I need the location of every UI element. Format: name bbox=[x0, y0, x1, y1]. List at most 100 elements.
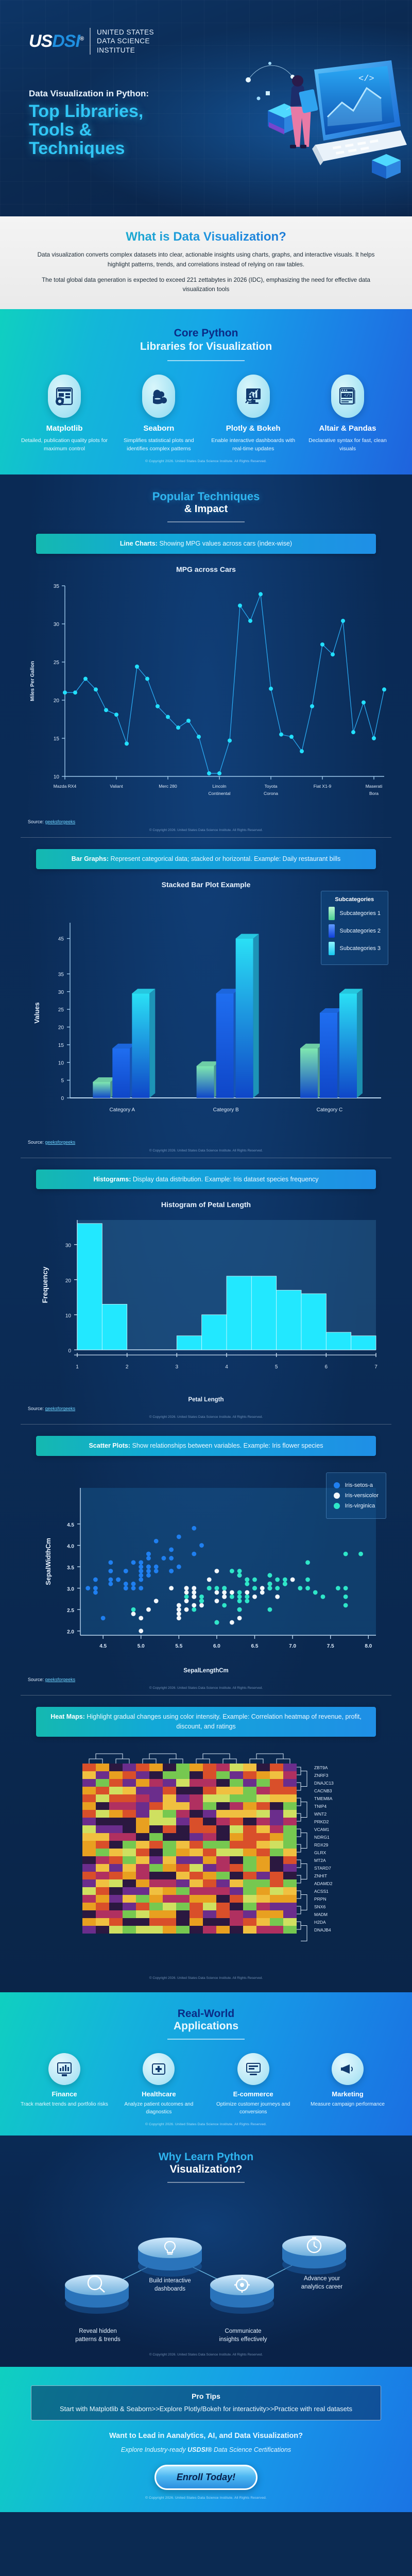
svg-text:H2DA: H2DA bbox=[314, 1920, 326, 1925]
histogram-svg: 0 10 20 30 1 2 3 4 5 6 7 Frequency bbox=[41, 1220, 377, 1370]
scatter-container: Iris-setos-a Iris-versicolor Iris-virgin… bbox=[21, 1467, 391, 1682]
legend-item[interactable]: Subcategories 1 bbox=[328, 906, 381, 920]
heat-maps-band-text: Highlight gradual changes using color in… bbox=[84, 1713, 362, 1730]
healthcare-icon bbox=[143, 2053, 175, 2085]
application-card-healthcare: Healthcare Analyze patient outcomes and … bbox=[115, 2053, 202, 2116]
legend-item[interactable]: Iris-setos-a bbox=[333, 1482, 379, 1489]
application-desc: Optimize customer journeys and conversio… bbox=[216, 2101, 290, 2115]
svg-text:5.0: 5.0 bbox=[138, 1643, 145, 1649]
svg-text:5.5: 5.5 bbox=[175, 1643, 182, 1649]
svg-text:SepalWidthCm: SepalWidthCm bbox=[44, 1538, 52, 1585]
why-heading-line-1: Why Learn Python bbox=[158, 2150, 254, 2163]
why-node-label-2: Build interactive dashboards bbox=[131, 2277, 209, 2293]
svg-text:Frequency: Frequency bbox=[41, 1267, 49, 1303]
library-card-row: Matplotlib Detailed, publication quality… bbox=[21, 374, 391, 454]
pro-tips-box: Pro Tips Start with Matplotlib & Seaborn… bbox=[31, 2385, 381, 2421]
copyright-notice: © Copyright 2026. United States Data Sci… bbox=[149, 828, 263, 832]
source-label: Source: bbox=[28, 819, 44, 824]
scatter-svg: 2.0 2.5 3.0 3.5 4.0 4.5 4.5 5.0 5.5 6.0 6.5 7.0 7.5 8… bbox=[44, 1488, 376, 1649]
cta-subtext: Explore Industry-ready USDSI® Data Scien… bbox=[31, 2446, 381, 2453]
cta-sub-c: Data Science Certifications bbox=[212, 2446, 291, 2454]
source-link[interactable]: geeksforgeeks bbox=[45, 1406, 76, 1412]
pro-tips-text: Start with Matplotlib & Seaborn>>Explore… bbox=[60, 2404, 352, 2413]
histograms-band: Histograms: Display data distribution. E… bbox=[36, 1169, 376, 1190]
svg-text:</>: </> bbox=[358, 74, 374, 84]
core-libraries-section: Core Python Libraries for Visualization … bbox=[0, 309, 412, 475]
cta-question: Want to Lead in Aanalytics, AI, and Data… bbox=[109, 2432, 303, 2441]
legend-label: Subcategories 2 bbox=[339, 927, 381, 934]
svg-text:30: 30 bbox=[65, 1243, 72, 1249]
library-card-seaborn: Seaborn Simplifies statistical plots and… bbox=[115, 374, 202, 454]
svg-text:</>: </> bbox=[344, 394, 352, 398]
real-world-applications-section: Real-World Applications Finance Track ma… bbox=[0, 1992, 412, 2136]
applications-heading-line-2: Applications bbox=[173, 2020, 238, 2032]
application-name: Healthcare bbox=[142, 2090, 176, 2098]
database-cloud-icon bbox=[142, 374, 176, 418]
svg-text:3.5: 3.5 bbox=[67, 1565, 74, 1571]
applications-heading-line-1: Real-World bbox=[177, 2007, 235, 2020]
why-node-label-3: Communicate insights effectively bbox=[202, 2327, 284, 2344]
legend-swatch bbox=[328, 941, 335, 955]
svg-text:Toyota: Toyota bbox=[264, 784, 277, 789]
svg-text:Miles Per Gallon: Miles Per Gallon bbox=[30, 661, 36, 701]
logo-divider bbox=[90, 28, 91, 55]
svg-text:20: 20 bbox=[65, 1278, 72, 1284]
section-divider bbox=[21, 1695, 391, 1696]
cta-sub-a: Explore Industry-ready bbox=[121, 2446, 188, 2454]
legend-swatch bbox=[328, 924, 335, 938]
svg-text:25: 25 bbox=[54, 660, 60, 666]
bar-graphs-band: Bar Graphs: Represent categorical data; … bbox=[36, 849, 376, 869]
source-link[interactable]: geeksforgeeks bbox=[45, 1677, 76, 1683]
svg-text:0: 0 bbox=[68, 1348, 71, 1354]
logo-dsi: DSI bbox=[52, 31, 80, 51]
hero-title-line-1: Top Libraries, bbox=[29, 101, 144, 121]
svg-text:6: 6 bbox=[325, 1364, 328, 1370]
legend-item[interactable]: Subcategories 3 bbox=[328, 941, 381, 955]
svg-text:7: 7 bbox=[374, 1364, 377, 1370]
svg-text:8.0: 8.0 bbox=[365, 1643, 372, 1649]
source-link[interactable]: geeksforgeeks bbox=[45, 1139, 76, 1145]
svg-text:5: 5 bbox=[275, 1364, 278, 1370]
svg-text:6.0: 6.0 bbox=[213, 1643, 220, 1649]
histogram-x-label: Petal Length bbox=[188, 1397, 224, 1403]
techniques-heading: Popular Techniques & Impact bbox=[21, 490, 391, 515]
legend-item[interactable]: Subcategories 2 bbox=[328, 924, 381, 938]
library-desc: Detailed, publication quality plots for … bbox=[21, 437, 108, 452]
svg-text:10: 10 bbox=[54, 774, 60, 780]
copyright-notice: © Copyright 2026. United States Data Sci… bbox=[145, 460, 267, 464]
logo-line-1: UNITED STATES bbox=[97, 28, 154, 37]
histogram-container: Histogram of Petal Length 0 10 20 30 1 2 3 4 5 6 7… bbox=[21, 1200, 391, 1411]
svg-text:2: 2 bbox=[126, 1364, 129, 1370]
line-charts-band: Line Charts: Showing MPG values across c… bbox=[36, 534, 376, 554]
enroll-button[interactable]: Enroll Today! bbox=[154, 2465, 258, 2490]
svg-text:4.0: 4.0 bbox=[67, 1544, 74, 1550]
legend-label: Iris-setos-a bbox=[345, 1482, 373, 1489]
svg-text:1: 1 bbox=[76, 1364, 79, 1370]
bar-chart-title: Stacked Bar Plot Example bbox=[161, 880, 251, 889]
legend-title: Subcategories bbox=[335, 896, 374, 903]
bar-graphs-band-text: Represent categorical data; stacked or h… bbox=[109, 855, 341, 862]
copyright-notice: © Copyright 2026. United States Data Sci… bbox=[149, 1976, 263, 1980]
svg-text:Fiat X1-9: Fiat X1-9 bbox=[314, 784, 332, 789]
legend-item[interactable]: Iris-virginica bbox=[333, 1503, 379, 1510]
svg-text:Category C: Category C bbox=[317, 1107, 343, 1113]
legend-item[interactable]: Iris-versicolor bbox=[333, 1493, 379, 1499]
library-desc: Enable interactive dashboards with real-… bbox=[211, 437, 296, 452]
legend-label: Subcategories 1 bbox=[339, 910, 381, 917]
legend-dot bbox=[333, 1482, 340, 1489]
legend-label: Iris-virginica bbox=[345, 1503, 375, 1510]
svg-text:20: 20 bbox=[58, 1025, 64, 1030]
legend-label: Iris-versicolor bbox=[345, 1493, 379, 1499]
legend-label: Subcategories 3 bbox=[339, 945, 381, 952]
svg-text:MT2A: MT2A bbox=[314, 1858, 326, 1863]
source-link[interactable]: geeksforgeeks bbox=[45, 819, 76, 824]
bar-chart-svg: 0 5 10 15 20 25 30 35 45 Category A Category B Cate… bbox=[33, 922, 381, 1113]
svg-text:7.0: 7.0 bbox=[289, 1643, 296, 1649]
copyright-notice: © Copyright 2026. United States Data Sci… bbox=[145, 2496, 267, 2500]
logo-registered: ® bbox=[79, 36, 84, 42]
what-is-paragraph-1: Data visualization converts complex data… bbox=[37, 251, 375, 268]
logo-line-2: DATA SCIENCE bbox=[97, 37, 150, 45]
svg-text:ZBT9A: ZBT9A bbox=[314, 1765, 328, 1770]
histogram-title: Histogram of Petal Length bbox=[161, 1200, 251, 1209]
copyright-notice: © Copyright 2026. United States Data Sci… bbox=[149, 1148, 263, 1153]
